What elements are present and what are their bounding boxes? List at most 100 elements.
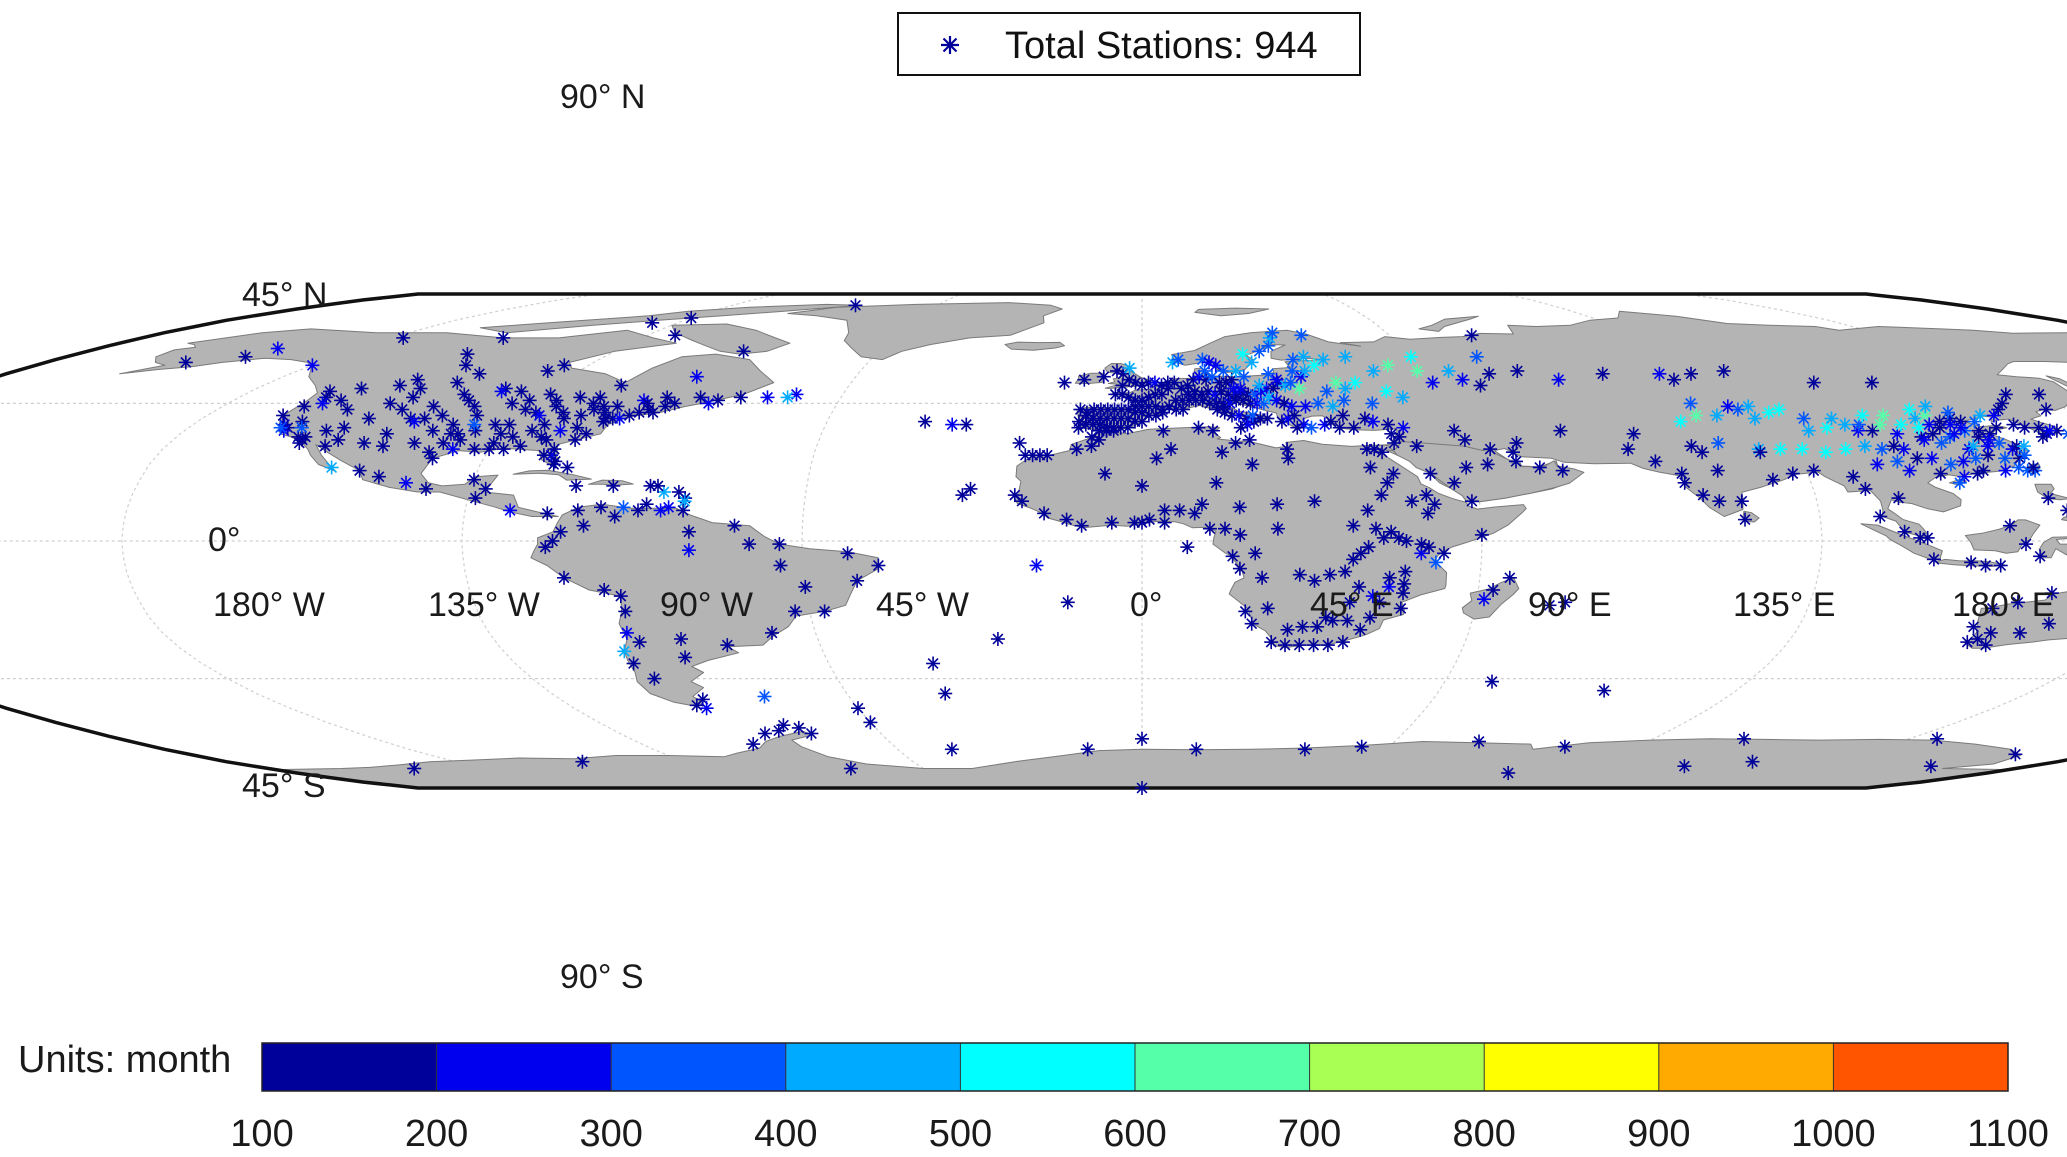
station-marker <box>1232 500 1247 515</box>
latitude-label: 0° <box>208 521 241 559</box>
station-marker <box>1558 595 1573 610</box>
station-marker <box>470 408 485 423</box>
station-marker <box>340 402 355 417</box>
colorbar-title: Units: month <box>18 1039 231 1081</box>
station-marker <box>1738 512 1752 527</box>
colorbar-swatch <box>1484 1043 1660 1091</box>
station-marker <box>1269 372 1284 387</box>
station-marker <box>1242 432 1257 447</box>
longitude-label: 135° W <box>428 586 540 624</box>
station-marker <box>1366 364 1381 378</box>
station-marker <box>1855 408 1870 423</box>
station-marker <box>1897 524 1912 539</box>
station-marker <box>1393 601 1408 616</box>
station-marker <box>1197 364 1212 378</box>
station-marker <box>1998 463 2013 478</box>
station-marker <box>1255 570 1270 585</box>
station-marker <box>505 429 520 444</box>
station-marker <box>305 358 320 373</box>
station-marker <box>1270 497 1285 512</box>
station-marker <box>460 347 475 362</box>
station-marker <box>1716 364 1731 378</box>
station-marker <box>1060 595 1075 610</box>
station-marker <box>765 625 779 640</box>
station-marker <box>1007 488 1022 503</box>
station-marker <box>1252 344 1267 359</box>
station-marker <box>486 436 501 450</box>
station-marker <box>525 423 540 438</box>
station-marker <box>1386 466 1401 481</box>
station-marker <box>678 650 693 665</box>
station-marker <box>575 754 590 769</box>
station-marker <box>546 457 561 472</box>
station-marker <box>1667 372 1681 387</box>
station-marker <box>2044 586 2059 601</box>
station-marker <box>451 426 466 441</box>
station-marker <box>1360 503 1375 518</box>
station-marker <box>681 524 696 539</box>
station-marker <box>324 460 339 475</box>
station-marker <box>1891 491 1906 506</box>
station-marker <box>1264 635 1279 650</box>
station-marker <box>1215 445 1229 460</box>
station-marker <box>1970 632 1985 646</box>
station-marker <box>1464 328 1479 343</box>
station-marker <box>1307 573 1322 588</box>
legend-box <box>897 12 1361 76</box>
station-marker <box>467 442 482 457</box>
station-marker <box>450 375 465 390</box>
station-marker <box>1135 414 1149 429</box>
station-marker <box>1510 364 1525 378</box>
station-marker <box>1335 408 1350 423</box>
station-marker <box>1542 598 1557 613</box>
station-marker <box>1806 375 1821 390</box>
station-marker <box>1391 530 1406 545</box>
station-marker <box>1421 506 1435 521</box>
station-marker <box>1404 494 1419 509</box>
station-marker <box>632 635 647 650</box>
station-marker <box>1712 494 1727 509</box>
station-marker <box>1336 393 1351 408</box>
station-marker <box>2033 549 2048 564</box>
station-marker <box>610 399 625 414</box>
station-marker <box>1342 595 1357 610</box>
station-marker <box>746 737 761 752</box>
station-marker <box>1292 638 1307 653</box>
station-marker <box>945 417 960 432</box>
station-marker <box>645 315 660 330</box>
station-marker <box>1621 442 1636 457</box>
station-marker <box>597 583 612 597</box>
station-marker <box>273 420 288 435</box>
station-marker <box>1069 442 1084 457</box>
station-marker <box>780 390 795 405</box>
station-marker <box>1157 503 1172 518</box>
station-marker <box>371 469 386 484</box>
station-marker <box>1323 414 1338 429</box>
station-marker <box>2002 518 2017 533</box>
station-marker <box>689 698 704 713</box>
station-marker <box>1322 567 1337 582</box>
longitude-label: 90° W <box>660 586 753 624</box>
station-marker <box>1375 445 1390 460</box>
station-marker <box>1983 625 1998 640</box>
land-masses <box>119 302 2067 788</box>
station-marker <box>1652 366 1667 381</box>
station-marker <box>1311 396 1326 411</box>
station-marker <box>1298 399 1313 414</box>
station-marker <box>1244 616 1259 631</box>
longitude-label: 180° E <box>1952 586 2054 624</box>
station-marker <box>1464 494 1479 509</box>
station-marker <box>1340 613 1355 628</box>
map-frame <box>0 292 2067 790</box>
station-marker <box>1174 381 1189 396</box>
station-marker <box>1208 358 1223 373</box>
station-marker <box>771 723 786 738</box>
station-marker <box>804 726 819 741</box>
station-marker <box>1270 521 1285 536</box>
station-marker <box>742 537 757 552</box>
station-marker <box>758 726 772 741</box>
landmass-baffin <box>671 323 791 355</box>
station-marker <box>848 298 863 313</box>
station-marker <box>1307 358 1322 373</box>
station-marker <box>445 442 460 457</box>
